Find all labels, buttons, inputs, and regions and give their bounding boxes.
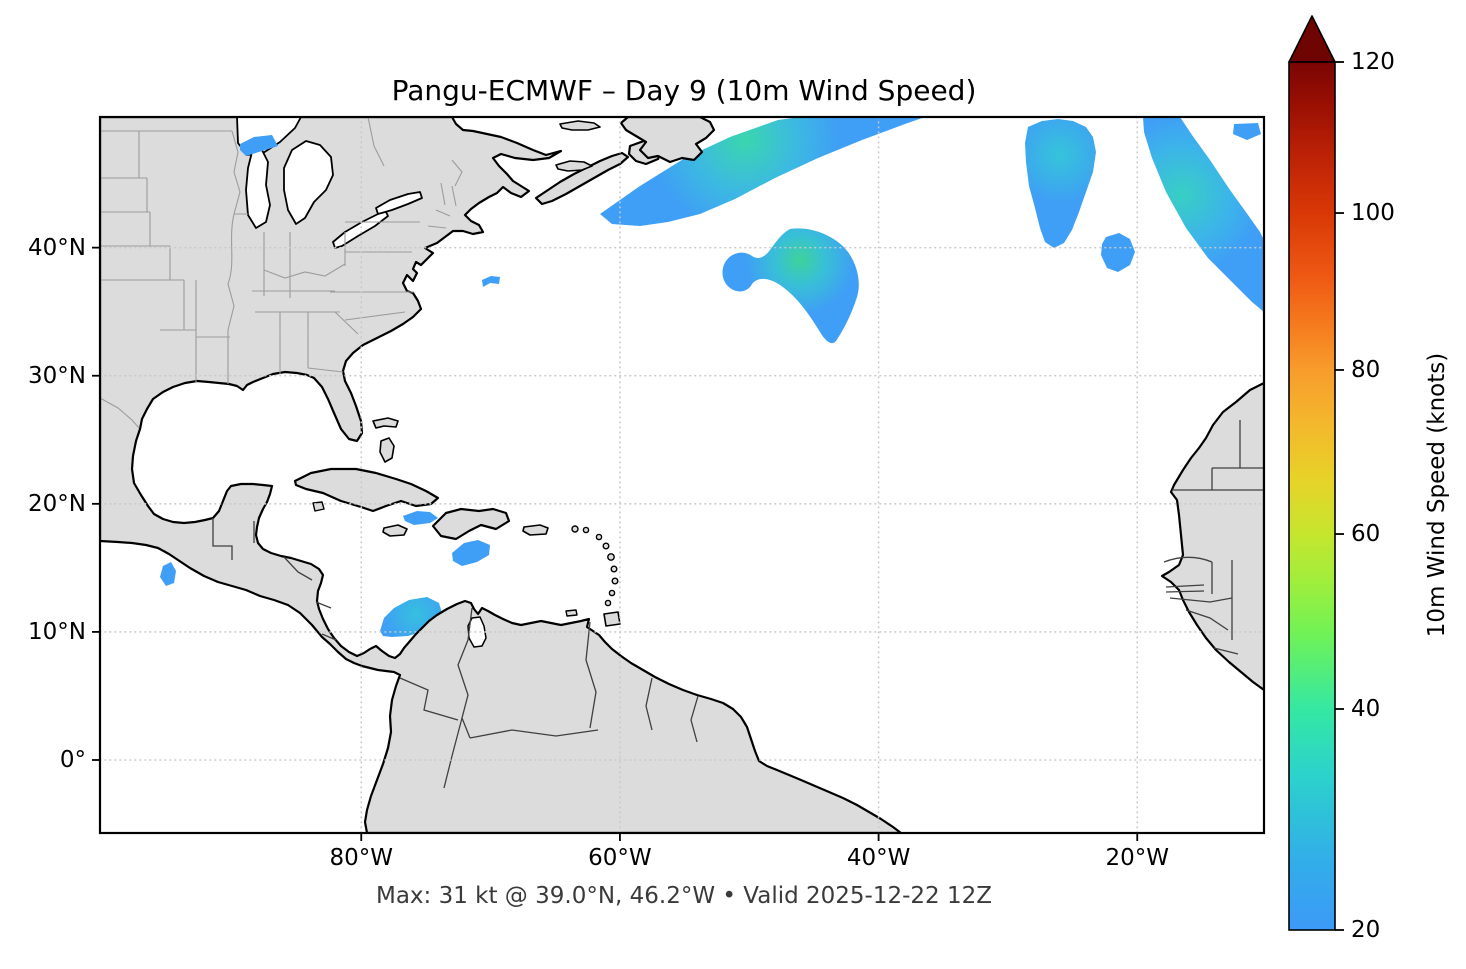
x-tick-label: 40°W: [846, 845, 911, 871]
colorbar-ticks: [1335, 61, 1344, 931]
lake-michigan: [245, 149, 271, 229]
colorbar-tick-label: 40: [1351, 696, 1381, 722]
landmass-newfoundland: [619, 117, 716, 164]
y-tick-label: 20°N: [28, 490, 86, 517]
wind-blob-offshore-spot: [482, 276, 500, 287]
landmass-lesser-antilles: [571, 525, 619, 607]
wind-blob-central-atlantic-hook: [722, 228, 859, 344]
colorbar-axis-label: 10m Wind Speed (knots): [1424, 352, 1450, 638]
landmass-trinidad: [603, 611, 621, 627]
colorbar-bar: [1288, 61, 1336, 931]
landmass-hispaniola: [431, 507, 511, 541]
wind-blob-ne-atlantic-crescent: [1143, 117, 1264, 312]
colorbar-tick-label: 120: [1351, 49, 1395, 75]
landmass-puerto-rico: [522, 524, 549, 536]
wind-blob-ne-atlantic-round: [1101, 233, 1135, 272]
axis-ticks-layer: [92, 246, 1139, 841]
x-tick-label: 80°W: [329, 845, 394, 871]
colorbar-extend-arrow: [1288, 15, 1336, 63]
land-layer: [100, 117, 1264, 833]
landmass-africa: [1160, 381, 1264, 692]
landmass-cuba: [293, 467, 440, 513]
wind-blob-central-caribbean: [452, 540, 490, 566]
colorbar-tick-label: 80: [1351, 356, 1381, 383]
lake-ontario: [375, 191, 423, 215]
y-tick-label: 30°N: [28, 362, 86, 389]
wind-blob-windward-passage: [403, 511, 438, 525]
gridlines-layer: [100, 117, 1264, 833]
landmass-bahamas-south: [379, 437, 395, 463]
country-borders-layer: [212, 420, 1264, 789]
wind-blob-pacific-guatemala: [160, 562, 176, 586]
landmass-americas: [100, 117, 903, 833]
wind-blob-ne-atlantic-oval: [1025, 119, 1096, 248]
colorbar-tick-label: 100: [1351, 200, 1395, 227]
axes-frame: [98, 115, 1266, 835]
wind-blob-corner-patch: [1233, 123, 1261, 140]
x-tick-label: 20°W: [1105, 845, 1170, 871]
landmass-anticosti: [559, 120, 601, 131]
colorbar: [1288, 15, 1344, 931]
lake-maracaibo: [467, 616, 487, 648]
x-tick-label: 60°W: [588, 845, 652, 871]
wind-blob-lake-superior: [240, 135, 278, 156]
colorbar-tick-label: 60: [1351, 521, 1381, 548]
lakes-layer: [236, 117, 487, 648]
y-tick-label: 40°N: [28, 234, 86, 261]
chart-title: Pangu-ECMWF – Day 9 (10m Wind Speed): [391, 74, 977, 107]
colorbar-tick-label: 20: [1351, 917, 1381, 943]
landmass-margarita: [565, 609, 578, 617]
landmass-bahamas-north: [372, 417, 399, 429]
lake-huron: [283, 140, 334, 225]
max-valid-caption: Max: 31 kt @ 39.0°N, 46.2°W • Valid 2025…: [375, 883, 993, 909]
landmass-pei: [555, 160, 593, 172]
y-tick-label: 10°N: [28, 618, 86, 645]
landmass-nova-scotia: [534, 151, 630, 206]
state-borders-layer: [100, 117, 463, 429]
landmass-jamaica: [382, 524, 408, 537]
lake-erie: [332, 209, 389, 249]
y-tick-label: 0°: [59, 746, 86, 773]
wind-blob-newfoundland-band: [600, 117, 925, 226]
